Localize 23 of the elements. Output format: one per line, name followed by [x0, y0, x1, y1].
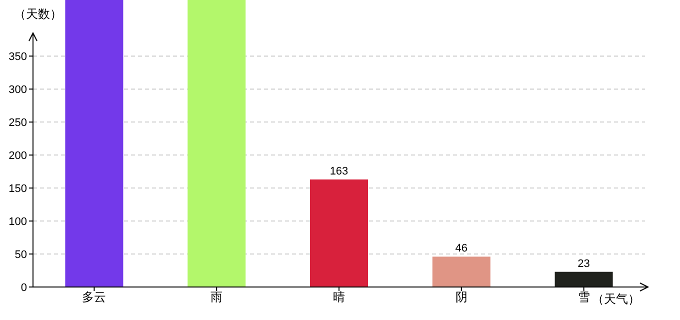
data-label: 46 [455, 242, 468, 255]
bar [65, 0, 124, 287]
data-label: 23 [578, 258, 590, 270]
bar [188, 0, 246, 287]
x-tick-label: 雨 [210, 290, 223, 304]
x-axis-title: （天气） [592, 292, 640, 306]
x-tick-label: 多云 [82, 290, 106, 304]
y-tick-label: 150 [8, 183, 27, 196]
y-tick-label: 0 [20, 282, 27, 294]
x-tick-label: 晴 [333, 290, 345, 304]
bar [310, 179, 368, 287]
y-tick-label: 250 [8, 117, 27, 130]
data-label: 163 [330, 165, 348, 178]
bar [432, 256, 490, 287]
x-tick-label: 雪 [578, 290, 590, 304]
y-axis-title: （天数） [14, 7, 62, 21]
y-tick-label: 50 [14, 249, 27, 262]
x-tick-label: 阴 [455, 290, 468, 304]
y-tick-label: 350 [8, 51, 27, 64]
y-tick-label: 100 [8, 216, 27, 228]
y-tick-label: 200 [8, 150, 27, 162]
y-tick-label: 300 [8, 84, 27, 96]
bar [554, 272, 613, 287]
